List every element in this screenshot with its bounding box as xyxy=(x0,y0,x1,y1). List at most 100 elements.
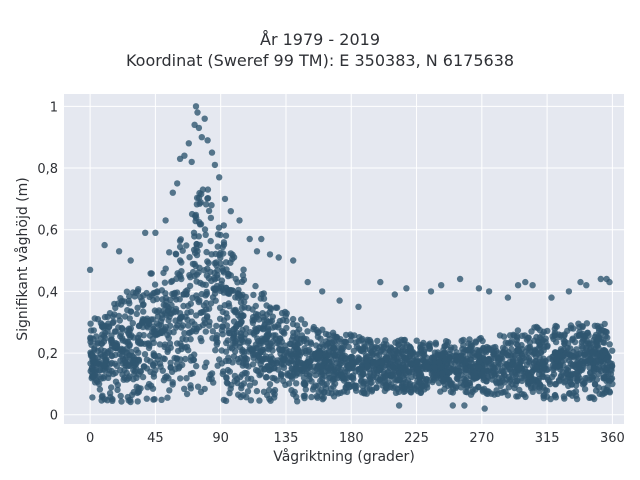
data-point xyxy=(390,384,397,391)
data-point xyxy=(151,396,158,403)
data-point xyxy=(417,389,424,396)
data-point xyxy=(183,375,190,382)
data-point xyxy=(256,397,263,404)
data-point xyxy=(496,355,503,363)
data-point xyxy=(236,374,244,381)
outlier-point xyxy=(188,158,195,166)
data-point xyxy=(511,332,518,339)
data-point xyxy=(278,309,286,317)
data-point xyxy=(273,377,281,384)
data-point xyxy=(525,369,532,377)
data-point xyxy=(161,279,169,286)
data-point xyxy=(564,344,571,352)
data-point xyxy=(546,380,554,388)
data-point xyxy=(536,380,543,388)
data-point xyxy=(463,389,471,396)
data-point xyxy=(424,384,431,391)
data-point xyxy=(592,387,600,394)
data-point xyxy=(226,368,233,375)
x-axis-label: Vågriktning (grader) xyxy=(273,448,415,465)
data-point xyxy=(138,319,146,327)
data-point xyxy=(221,302,228,309)
data-point xyxy=(234,279,241,286)
data-point xyxy=(414,366,422,374)
data-point xyxy=(263,353,270,360)
data-point xyxy=(353,343,361,350)
data-point xyxy=(319,371,326,378)
data-point xyxy=(500,348,507,356)
data-point xyxy=(225,354,232,361)
x-tick-label: 135 xyxy=(274,431,299,446)
outlier-point xyxy=(201,115,208,122)
data-point xyxy=(140,308,147,315)
data-point xyxy=(174,270,181,277)
data-point xyxy=(111,342,118,349)
data-point xyxy=(214,231,222,238)
data-point xyxy=(334,351,342,358)
data-point xyxy=(407,350,415,358)
data-point xyxy=(180,302,187,310)
data-point xyxy=(165,334,172,342)
data-point xyxy=(424,363,431,371)
data-point xyxy=(89,394,96,401)
data-point xyxy=(335,364,342,371)
data-point xyxy=(319,341,326,348)
data-point xyxy=(314,329,321,336)
data-point xyxy=(567,360,575,367)
data-point xyxy=(174,347,182,355)
data-point xyxy=(475,383,482,391)
data-point xyxy=(494,350,502,357)
outlier-point xyxy=(522,278,529,286)
x-tick-label: 270 xyxy=(469,431,494,446)
data-point xyxy=(277,335,284,342)
data-point xyxy=(230,326,237,333)
data-point xyxy=(208,375,215,383)
x-tick-label: 90 xyxy=(212,431,229,446)
data-point xyxy=(441,381,449,388)
data-point xyxy=(176,237,184,244)
y-tick-label: 0,8 xyxy=(37,162,58,177)
data-point xyxy=(536,387,543,395)
data-point xyxy=(160,269,167,277)
data-point xyxy=(198,309,205,316)
data-point xyxy=(187,370,195,378)
data-point xyxy=(119,348,126,355)
data-point xyxy=(166,340,174,347)
data-point xyxy=(205,259,212,267)
data-point xyxy=(508,345,515,353)
data-point xyxy=(146,342,153,349)
data-point xyxy=(321,388,328,396)
data-point xyxy=(316,351,323,358)
data-point xyxy=(91,379,99,386)
data-point xyxy=(195,298,203,306)
data-point xyxy=(184,287,191,294)
outlier-point xyxy=(336,297,343,304)
data-point xyxy=(219,331,226,338)
outlier-point xyxy=(192,103,200,110)
data-point xyxy=(518,377,526,385)
data-point xyxy=(195,233,202,240)
data-point xyxy=(291,388,298,396)
data-point xyxy=(201,363,209,371)
data-point xyxy=(118,398,125,405)
data-point xyxy=(492,368,499,375)
data-point xyxy=(601,320,608,328)
data-point xyxy=(176,257,184,264)
data-point xyxy=(114,381,122,389)
data-point xyxy=(359,387,367,395)
data-point xyxy=(257,325,264,332)
data-point xyxy=(435,359,443,366)
data-point xyxy=(526,343,534,351)
data-point xyxy=(432,374,439,382)
data-point xyxy=(401,336,408,344)
data-point xyxy=(529,377,536,385)
data-point xyxy=(423,376,430,383)
data-point xyxy=(348,353,355,360)
outlier-point xyxy=(208,149,216,156)
data-point xyxy=(351,382,359,389)
data-point xyxy=(374,337,381,345)
data-point xyxy=(243,325,250,332)
data-point xyxy=(204,313,211,320)
y-axis-label: Signifikant våghöjd (m) xyxy=(14,177,31,340)
outlier-point xyxy=(266,251,274,258)
